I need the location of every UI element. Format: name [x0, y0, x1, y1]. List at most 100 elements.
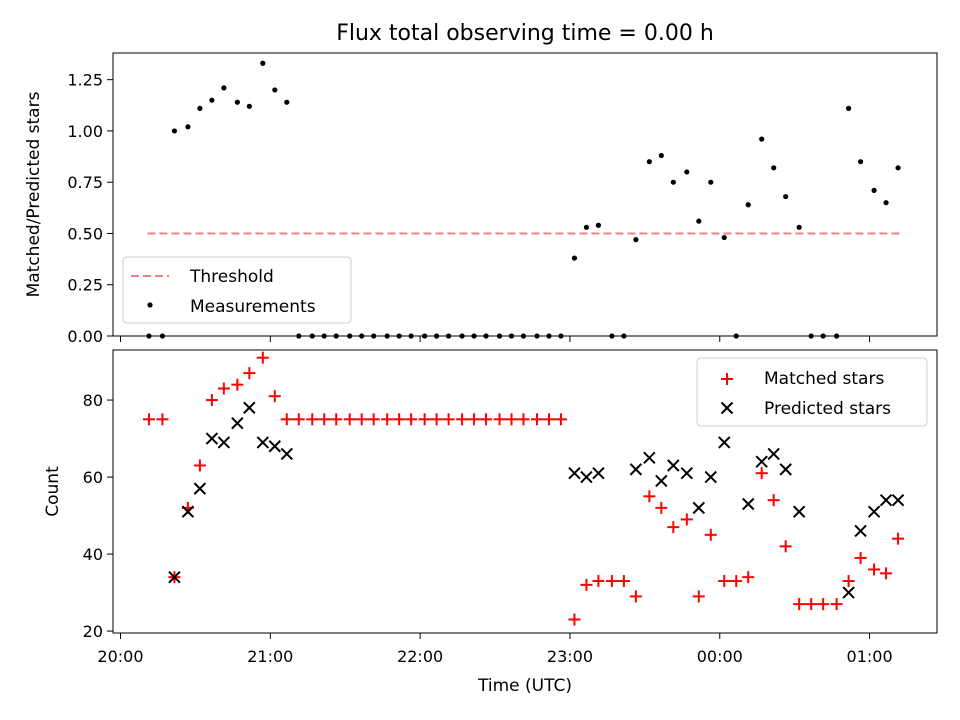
predicted-star-point-b — [879, 493, 893, 507]
x-tick-label: 20:00 — [97, 647, 143, 666]
predicted-star-point — [854, 524, 867, 538]
measurement-point — [284, 99, 290, 105]
legend-top — [122, 256, 352, 324]
predicted-star-point — [779, 463, 792, 476]
predicted-star-point — [891, 493, 905, 507]
matched-star-point — [306, 413, 319, 426]
predicted-star-point-b — [767, 447, 780, 461]
measurement-point — [246, 103, 252, 109]
matched-star-point — [704, 528, 717, 541]
measurement-point — [771, 165, 777, 171]
matched-star-point — [156, 413, 169, 426]
x-tick-label: 01:00 — [847, 647, 893, 666]
matched-star-point — [193, 459, 206, 472]
predicted-star-point — [280, 447, 293, 461]
measurement-point — [783, 193, 789, 200]
predicted-star-point-b — [231, 416, 244, 430]
measurement-point — [796, 224, 802, 230]
predicted-star-point — [667, 459, 680, 472]
predicted-star-point — [580, 470, 593, 484]
measurement-point — [583, 224, 590, 230]
matched-star-point — [355, 413, 368, 426]
matched-star-point — [292, 413, 305, 426]
predicted-star-point-b — [842, 586, 855, 599]
predicted-star-point-b — [643, 451, 656, 465]
matched-star-point — [767, 494, 780, 507]
matched-star-point — [667, 521, 680, 534]
matched-star-point — [480, 413, 493, 426]
matched-star-point — [231, 378, 244, 391]
matched-star-point — [330, 413, 343, 426]
matched-star-point — [280, 413, 293, 426]
predicted-star-point — [231, 416, 244, 430]
legend-predicted-swatch-b — [720, 401, 734, 415]
y-tick-label-bottom: 40 — [83, 545, 103, 564]
measurement-point — [571, 255, 578, 261]
measurement-point — [871, 187, 877, 193]
predicted-star-point-b — [193, 482, 207, 495]
predicted-star-point — [181, 505, 195, 518]
measurement-point — [670, 179, 676, 185]
measurement-point — [197, 105, 203, 111]
predicted-star-point — [879, 493, 893, 507]
matched-star-point — [493, 413, 506, 426]
matched-star-point — [367, 413, 380, 426]
measurement-point — [209, 97, 215, 103]
predicted-star-point-b — [704, 470, 717, 484]
matched-star-point — [718, 575, 731, 588]
predicted-star-point-b — [692, 501, 705, 515]
predicted-star-point-b — [217, 436, 231, 449]
matched-star-point — [217, 382, 230, 395]
measurement-point — [260, 60, 266, 66]
matched-star-point — [505, 413, 518, 426]
measurement-point — [895, 165, 901, 171]
legend-predicted-label: Predicted stars — [764, 399, 891, 419]
measurement-point — [745, 202, 751, 208]
predicted-star-point-b — [854, 524, 867, 538]
matched-star-point — [456, 413, 469, 426]
matched-star-point — [442, 413, 455, 426]
y-tick-label-top: 0.25 — [67, 276, 103, 295]
predicted-star-point — [867, 505, 881, 518]
predicted-star-point-b — [891, 493, 905, 507]
predicted-star-point-b — [779, 463, 792, 476]
predicted-star-point — [268, 440, 282, 453]
predicted-star-point-b — [867, 505, 881, 518]
measurement-point — [721, 234, 727, 241]
predicted-star-point-b — [280, 447, 293, 461]
y-axis-label-bottom: Count — [43, 466, 63, 517]
legend-measurements-label: Measurements — [190, 297, 316, 317]
predicted-star-point-b — [792, 505, 806, 518]
matched-star-point — [542, 413, 555, 426]
matched-star-point — [243, 367, 256, 380]
y-tick-label-top: 1.00 — [67, 122, 103, 141]
measurement-point — [272, 87, 278, 93]
predicted-star-point-b — [168, 570, 181, 584]
measurement-point — [185, 124, 191, 130]
predicted-star-point-b — [181, 505, 195, 518]
matched-star-point — [755, 467, 768, 480]
predicted-star-point — [655, 474, 668, 488]
predicted-star-point — [243, 401, 256, 414]
predicted-star-point-b — [580, 470, 593, 484]
y-tick-label-top: 0.00 — [67, 327, 103, 346]
predicted-star-point-b — [243, 401, 256, 414]
y-tick-label-bottom: 80 — [83, 391, 103, 410]
legend-threshold-label: Threshold — [189, 267, 274, 287]
x-axis-label: Time (UTC) — [477, 676, 572, 696]
predicted-star-point — [643, 451, 656, 465]
matched-star-point — [817, 598, 830, 611]
measurement-point — [646, 159, 652, 165]
matched-star-point — [142, 413, 155, 426]
matched-star-point — [205, 394, 218, 407]
y-tick-label-top: 0.75 — [67, 173, 103, 192]
matched-star-point — [830, 598, 843, 611]
measurement-point — [684, 169, 690, 175]
predicted-star-point — [680, 467, 694, 480]
matched-star-point — [692, 590, 705, 603]
matched-star-point — [655, 501, 668, 514]
matched-star-point — [605, 575, 618, 588]
predicted-star-point — [792, 505, 806, 518]
legend-measurements-swatch — [147, 302, 153, 308]
